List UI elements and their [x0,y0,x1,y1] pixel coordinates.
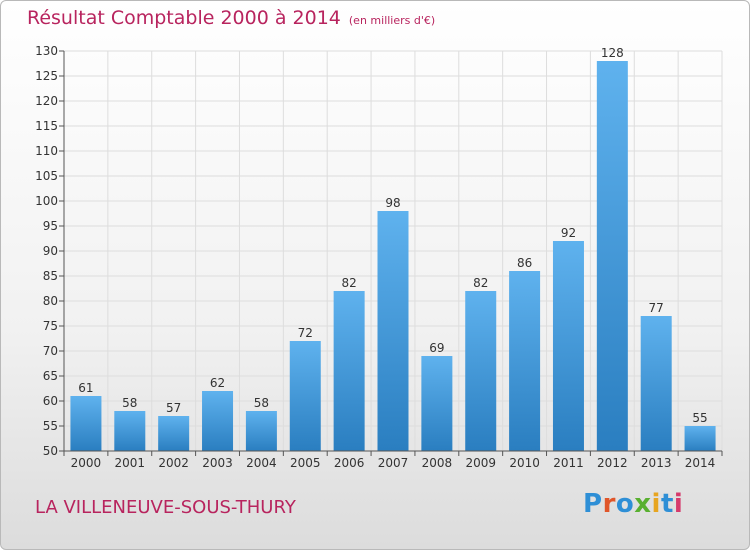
bar [333,291,365,451]
bar [158,416,190,451]
y-tick-label: 100 [35,194,58,208]
bar [640,316,672,451]
bar [421,356,453,451]
data-label: 57 [166,401,181,415]
logo-letter: x [634,489,652,519]
data-label: 61 [78,381,93,395]
y-tick-label: 125 [35,69,58,83]
logo-letter: r [602,489,616,519]
x-tick-label: 2005 [290,456,321,470]
logo-letter: o [615,489,635,519]
x-tick-label: 2013 [641,456,672,470]
x-tick-label: 2002 [158,456,189,470]
axes [59,50,723,456]
logo-letter: t [660,489,674,519]
y-tick-label: 55 [43,419,58,433]
x-tick-label: 2006 [334,456,365,470]
x-tick-label: 2007 [378,456,409,470]
data-label: 58 [122,396,137,410]
x-tick-label: 2001 [115,456,146,470]
labels: 50 55 60 65 70 75 80 85 90 95 100 105 110 115 120 125 13… [35,44,715,470]
bar [202,391,234,451]
data-label: 86 [517,256,532,270]
y-tick-label: 70 [43,344,58,358]
y-tick-label: 65 [43,369,58,383]
data-label: 98 [385,196,400,210]
logo-letter: i [673,489,684,519]
data-label: 82 [473,276,488,290]
bars [70,61,716,451]
chart-subtitle: (en milliers d'€) [348,14,436,27]
x-tick-label: 2008 [422,456,453,470]
x-tick-label: 2004 [246,456,277,470]
bar [684,426,716,451]
x-tick-label: 2010 [509,456,540,470]
y-tick-label: 110 [35,144,58,158]
bar [114,411,146,451]
x-tick-label: 2014 [685,456,716,470]
bar [70,396,102,451]
y-tick-label: 50 [43,444,58,458]
logo-letter: i [651,489,661,519]
data-label: 82 [341,276,356,290]
data-label: 58 [254,396,269,410]
y-tick-label: 130 [35,44,58,58]
title-row: Résultat Comptable 2000 à 2014 (en millie… [27,7,435,29]
bar [552,241,584,451]
logo-letter: P [583,489,603,519]
y-tick-label: 105 [35,169,58,183]
y-tick-label: 80 [43,294,58,308]
y-tick-label: 75 [43,319,58,333]
y-tick-label: 85 [43,269,58,283]
bar [377,211,409,451]
x-tick-label: 2003 [202,456,233,470]
chart-title: Résultat Comptable 2000 à 2014 [27,7,341,29]
bar [465,291,497,451]
x-tick-label: 2000 [71,456,102,470]
x-tick-label: 2012 [597,456,628,470]
data-label: 55 [692,411,707,425]
bar [596,61,628,451]
bar [509,271,541,451]
y-tick-label: 120 [35,94,58,108]
y-tick-label: 95 [43,219,58,233]
data-label: 92 [561,226,576,240]
bar [245,411,277,451]
x-tick-label: 2011 [553,456,584,470]
y-tick-label: 60 [43,394,58,408]
data-label: 69 [429,341,444,355]
data-label: 72 [298,326,313,340]
y-tick-label: 115 [35,119,58,133]
data-label: 128 [601,46,624,60]
data-label: 77 [649,301,664,315]
data-label: 62 [210,376,225,390]
proxiti-logo: Proxiti [583,489,683,519]
bar [289,341,321,451]
y-tick-label: 90 [43,244,58,258]
commune-name: LA VILLENEUVE-SOUS-THURY [35,497,296,518]
x-tick-label: 2009 [465,456,496,470]
